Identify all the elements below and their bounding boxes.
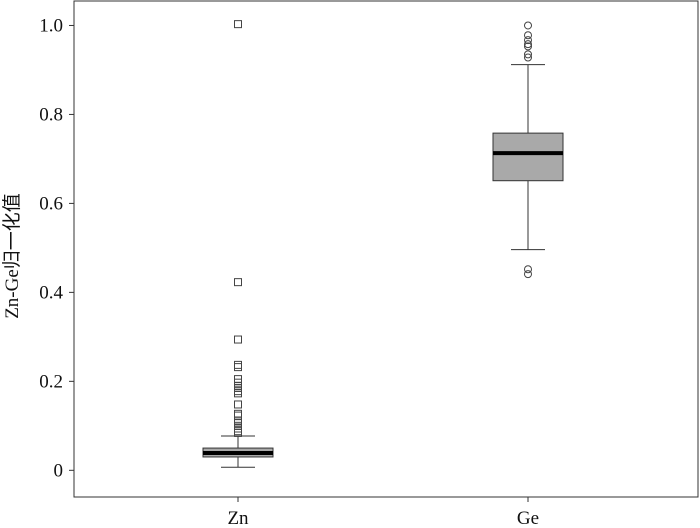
outlier-point	[234, 416, 242, 425]
outlier-point	[524, 40, 532, 49]
box-group-zn	[202, 20, 274, 468]
y-tick-label: 0.8	[39, 104, 63, 125]
outlier-point	[524, 31, 532, 40]
y-tick-label: 0.4	[39, 282, 63, 303]
outlier-point	[234, 389, 242, 398]
outlier-point	[234, 20, 242, 29]
x-tick-label: Zn	[227, 508, 249, 528]
outlier-point	[524, 270, 532, 279]
outlier-point	[524, 265, 532, 274]
outlier-point	[234, 400, 242, 409]
outlier-point	[524, 42, 532, 51]
outlier-point	[234, 409, 242, 418]
box-iqr	[492, 132, 564, 182]
y-tick-label: 0.2	[39, 371, 63, 392]
outlier-point	[234, 419, 242, 428]
outlier-point	[234, 424, 242, 433]
plot-frame	[73, 0, 699, 498]
outlier-point	[524, 50, 532, 59]
x-tick-label: Ge	[517, 508, 539, 528]
x-axis: Zn Ge	[227, 497, 539, 528]
y-axis: 0 0.2 0.4 0.6 0.8 1.0	[39, 15, 74, 481]
y-tick-label: 0.6	[39, 193, 63, 214]
y-tick-label: 0	[54, 460, 64, 481]
outlier-point	[234, 428, 242, 437]
outlier-point	[234, 360, 242, 369]
outlier-point	[234, 335, 242, 344]
outlier-point	[234, 363, 242, 372]
outlier-point	[234, 427, 242, 436]
outlier-point	[234, 411, 242, 420]
y-axis-label: Zn-Ge归一化值	[1, 193, 23, 319]
box-groups	[202, 20, 564, 468]
outlier-point	[524, 36, 532, 45]
box-group-ge	[492, 21, 564, 279]
outlier-point	[524, 21, 532, 30]
outlier-point	[234, 278, 242, 287]
outlier-point	[234, 421, 242, 430]
y-tick-label: 1.0	[39, 15, 63, 36]
outlier-point	[524, 53, 532, 62]
